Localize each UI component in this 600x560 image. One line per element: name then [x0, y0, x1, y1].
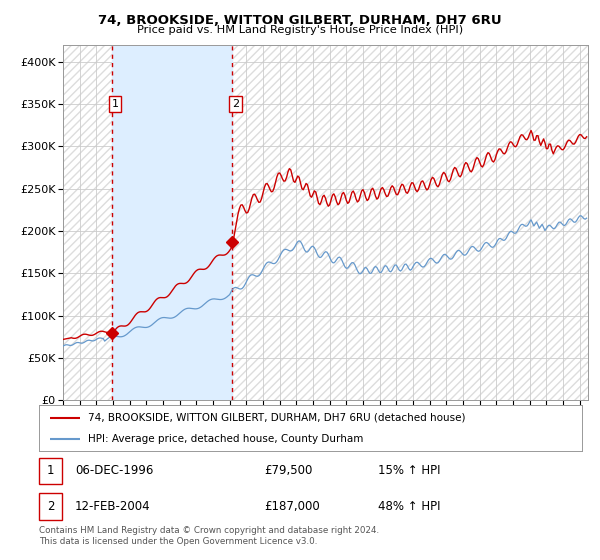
Text: £79,500: £79,500 [264, 464, 313, 478]
Text: 74, BROOKSIDE, WITTON GILBERT, DURHAM, DH7 6RU: 74, BROOKSIDE, WITTON GILBERT, DURHAM, D… [98, 14, 502, 27]
Bar [63, 45, 112, 400]
Text: Price paid vs. HM Land Registry's House Price Index (HPI): Price paid vs. HM Land Registry's House … [137, 25, 463, 35]
Text: £187,000: £187,000 [264, 500, 320, 513]
Bar [232, 45, 588, 400]
Text: 2: 2 [47, 500, 54, 513]
Text: 74, BROOKSIDE, WITTON GILBERT, DURHAM, DH7 6RU (detached house): 74, BROOKSIDE, WITTON GILBERT, DURHAM, D… [88, 413, 466, 423]
Text: 2: 2 [232, 99, 239, 109]
Text: 15% ↑ HPI: 15% ↑ HPI [378, 464, 440, 478]
Text: 1: 1 [47, 464, 54, 478]
Text: HPI: Average price, detached house, County Durham: HPI: Average price, detached house, Coun… [88, 435, 363, 444]
Text: 12-FEB-2004: 12-FEB-2004 [75, 500, 151, 513]
Text: 48% ↑ HPI: 48% ↑ HPI [378, 500, 440, 513]
Text: Contains HM Land Registry data © Crown copyright and database right 2024.
This d: Contains HM Land Registry data © Crown c… [39, 526, 379, 546]
Bar [112, 45, 232, 400]
Text: 06-DEC-1996: 06-DEC-1996 [75, 464, 154, 478]
Text: 1: 1 [112, 99, 119, 109]
